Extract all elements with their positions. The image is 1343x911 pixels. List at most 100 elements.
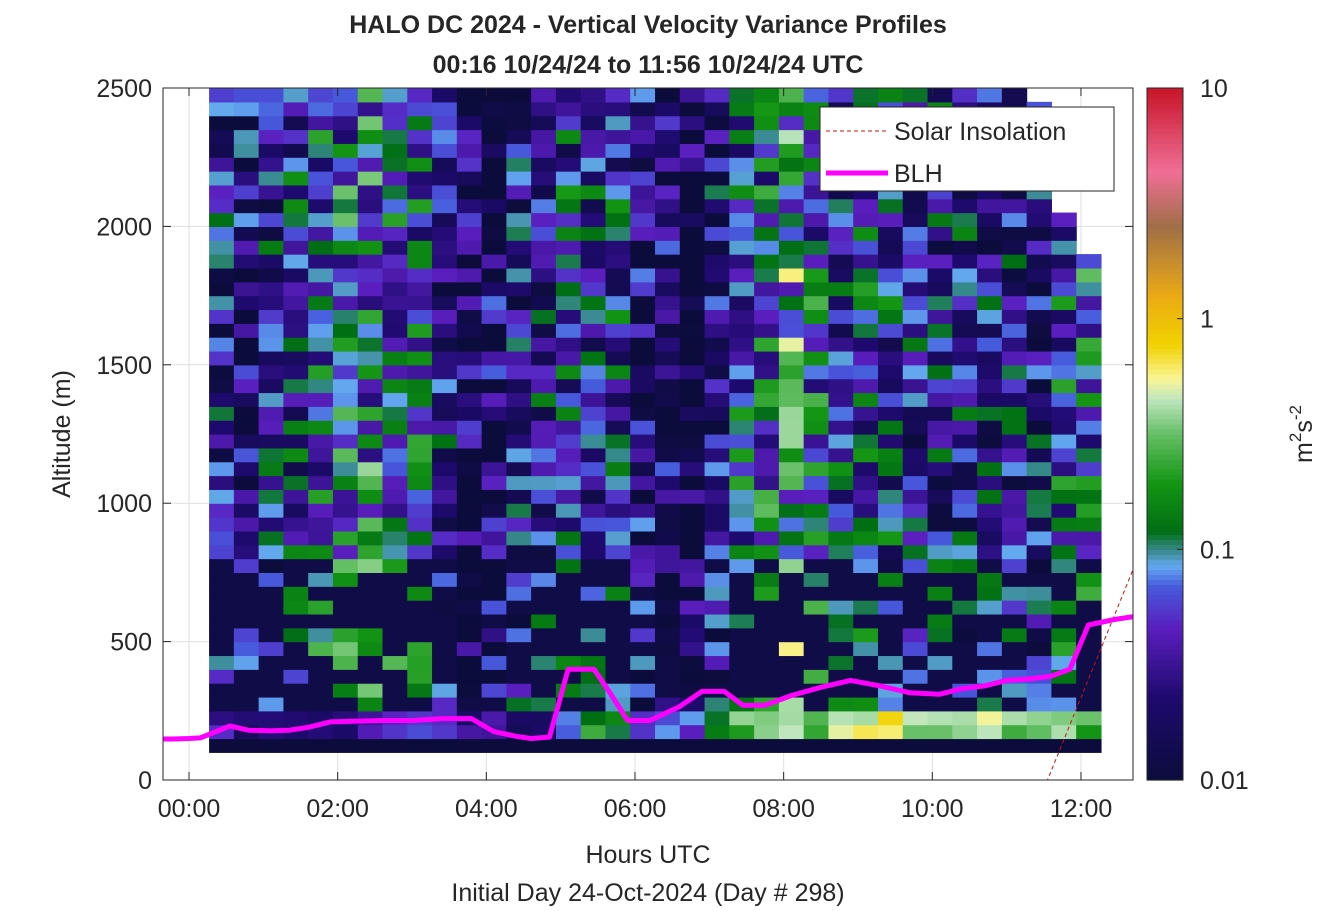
heatmap-cell [258, 586, 285, 601]
heatmap-cell [704, 600, 730, 615]
colorbar-step [1147, 539, 1183, 545]
heatmap-cell [853, 295, 879, 311]
heatmap-cell [803, 337, 830, 352]
heatmap-cell [853, 489, 879, 504]
heatmap-cell [877, 613, 904, 629]
heatmap-cell [1051, 586, 1077, 601]
colorbar-step [1147, 739, 1183, 746]
heatmap-cell [877, 350, 904, 366]
colorbar-step [1147, 148, 1183, 154]
heatmap-cell [506, 129, 532, 144]
heatmap-cell [506, 503, 532, 518]
colorbar-step [1147, 529, 1183, 535]
heatmap-cell [481, 157, 507, 172]
heatmap-cell [357, 212, 384, 227]
heatmap-cell [754, 489, 780, 504]
heatmap-cell [1026, 475, 1053, 490]
heatmap-cell [258, 572, 285, 587]
heatmap-cell [382, 323, 408, 338]
heatmap-cell [531, 475, 557, 490]
heatmap-cell [382, 337, 408, 352]
heatmap-cell [332, 240, 359, 255]
heatmap-cell [382, 669, 408, 684]
heatmap-cell [754, 337, 780, 352]
heatmap-cell [1076, 364, 1102, 380]
heatmap-cell [902, 281, 929, 297]
heatmap-cell [481, 364, 507, 380]
heatmap-cell [605, 530, 631, 546]
colorbar-step [1147, 398, 1183, 405]
heatmap-cell [630, 489, 656, 504]
colorbar-step [1147, 158, 1183, 164]
heatmap-cell [902, 461, 929, 477]
colorbar-step [1147, 178, 1183, 184]
heatmap-cell [233, 337, 260, 352]
heatmap-cell [828, 267, 854, 283]
heatmap-cell [655, 198, 681, 214]
heatmap-cell [308, 212, 334, 227]
heatmap-cell [357, 295, 384, 311]
heatmap-cell [258, 378, 285, 394]
heatmap-cell [233, 198, 260, 214]
heatmap-cell [308, 517, 334, 532]
heatmap-cell [332, 447, 359, 463]
colorbar-step [1147, 524, 1183, 530]
colorbar-step [1147, 729, 1183, 736]
heatmap-cell [679, 364, 706, 380]
heatmap-cell [927, 669, 953, 684]
heatmap-cell [481, 503, 507, 518]
heatmap-cell [1026, 364, 1053, 380]
colorbar-step [1147, 669, 1183, 676]
heatmap-cell [1001, 683, 1028, 698]
heatmap-cell [531, 184, 557, 200]
heatmap-cell [407, 420, 433, 435]
heatmap-cell [233, 530, 260, 546]
heatmap-cell [729, 337, 755, 352]
heatmap-cell [952, 655, 978, 670]
heatmap-cell [283, 544, 309, 560]
colorbar-gradient [1147, 88, 1183, 781]
heatmap-cell [877, 738, 904, 753]
heatmap-cell [283, 461, 309, 477]
heatmap-cell [531, 364, 557, 380]
heatmap-cell [828, 212, 854, 227]
heatmap-cell [927, 738, 953, 753]
heatmap-cell [580, 683, 607, 698]
heatmap-cell [704, 503, 730, 518]
heatmap-cell [209, 572, 235, 587]
heatmap-cell [754, 641, 780, 657]
heatmap-cell [655, 544, 681, 560]
heatmap-cell [1001, 212, 1028, 227]
colorbar-step [1147, 318, 1183, 325]
colorbar-step [1147, 203, 1183, 209]
colorbar-step [1147, 499, 1183, 505]
heatmap-cell [902, 627, 929, 643]
heatmap-cell [853, 627, 879, 643]
heatmap-cell [555, 710, 582, 726]
colorbar-step [1147, 383, 1183, 390]
colorbar-step [1147, 704, 1183, 711]
heatmap-cell [456, 309, 483, 324]
colorbar-step [1147, 103, 1183, 109]
heatmap-cell [952, 461, 978, 477]
heatmap-cell [927, 600, 953, 615]
heatmap-cell [531, 240, 557, 255]
heatmap-cell [506, 461, 532, 477]
heatmap-cell [902, 309, 929, 324]
heatmap-cell [778, 586, 805, 601]
heatmap-cell [531, 350, 557, 366]
heatmap-cell [630, 392, 656, 407]
colorbar-tick-label: 0.1 [1200, 536, 1235, 564]
heatmap-cell [803, 378, 830, 394]
heatmap-cell [531, 337, 557, 352]
heatmap-cell [506, 254, 532, 269]
heatmap-cell [679, 530, 706, 546]
heatmap-cell [977, 655, 1003, 670]
heatmap-cell [630, 88, 656, 103]
heatmap-cell [853, 696, 879, 712]
heatmap-cell [407, 129, 433, 144]
heatmap-cell [729, 157, 755, 172]
colorbar-step [1147, 128, 1183, 134]
heatmap-cell [952, 517, 978, 532]
